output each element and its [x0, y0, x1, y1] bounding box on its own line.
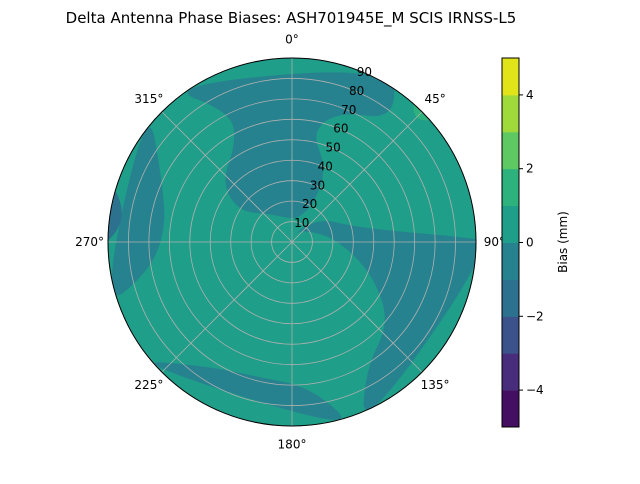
colorbar-tick-label: −2	[526, 309, 544, 323]
contour-region-3	[111, 127, 165, 296]
angular-gridline	[291, 111, 423, 243]
colorbar-band	[502, 242, 519, 280]
colorbar-band	[502, 205, 519, 243]
colorbar-label: Bias (mm)	[556, 211, 570, 273]
angle-tick-label: 0°	[285, 33, 299, 47]
radial-tick-label: 80	[349, 84, 364, 98]
angle-tick-label: 135°	[421, 378, 450, 392]
angle-tick-label: 45°	[424, 92, 445, 106]
colorbar-tick-label: 2	[526, 162, 534, 176]
polar-frame	[107, 57, 477, 427]
colorbar-band	[502, 390, 519, 428]
radial-tick-label: 50	[325, 141, 340, 155]
radial-tick-label: 40	[318, 159, 333, 173]
colorbar: −4 −2 0 2 4	[501, 57, 544, 428]
angular-gridline	[291, 241, 423, 373]
colorbar-band	[502, 316, 519, 354]
colorbar-band	[502, 279, 519, 317]
angle-tick-label: 225°	[134, 378, 163, 392]
contour-region-4	[108, 182, 122, 246]
colorbar-band	[502, 131, 519, 170]
radial-tick-label: 30	[310, 178, 325, 192]
polar-grid	[107, 57, 477, 427]
radial-tick-label: 20	[302, 197, 317, 211]
angular-gridline	[161, 111, 293, 243]
angle-tick-label: 90°	[484, 235, 505, 249]
radial-tick-label: 70	[341, 103, 356, 117]
colorbar-band	[502, 58, 519, 96]
angular-gridline	[161, 241, 293, 373]
angle-tick-label: 270°	[75, 235, 104, 249]
angle-tick-label: 315°	[134, 92, 163, 106]
radial-tick-label: 90	[357, 65, 372, 79]
colorbar-tick-label: 4	[526, 88, 534, 102]
colorbar-band	[502, 168, 519, 207]
chart-title: Delta Antenna Phase Biases: ASH701945E_M…	[66, 9, 517, 28]
colorbar-band	[502, 94, 519, 133]
colorbar-tick-label: −4	[526, 383, 544, 397]
colorbar-band	[502, 353, 519, 391]
radial-tick-label: 60	[333, 122, 348, 136]
contour-region-1	[297, 220, 476, 410]
radial-tick-label: 10	[294, 216, 309, 230]
angle-tick-label: 180°	[278, 437, 307, 451]
colorbar-tick-label: 0	[526, 236, 534, 250]
